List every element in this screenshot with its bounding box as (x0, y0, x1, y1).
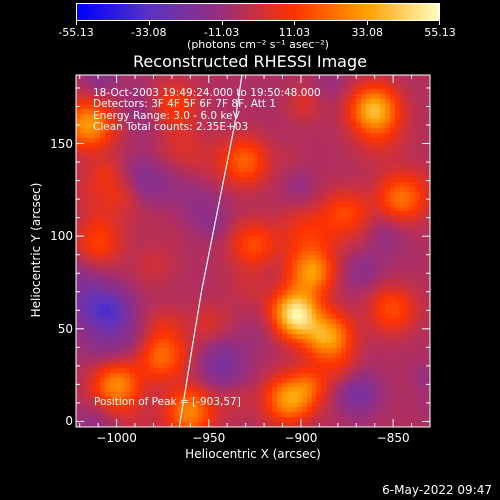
colorbar-tick (148, 20, 150, 25)
y-tick-label: 50 (57, 321, 73, 336)
colorbar-units: (photons cm⁻² s⁻¹ asec⁻²) (187, 38, 329, 51)
colorbar-tick (367, 20, 369, 25)
info-energy-range: Energy Range: 3.0 - 6.0 keV (93, 110, 240, 122)
plot-title: Reconstructed RHESSI Image (133, 52, 367, 71)
y-tick-label: 100 (50, 229, 73, 244)
y-tick-label: 150 (50, 136, 73, 151)
info-time-range: 18-Oct-2003 19:49:24.000 to 19:50:48.000 (93, 87, 321, 99)
colorbar-tick-label: 33.08 (351, 26, 383, 39)
info-total-counts: Clean Total counts: 2.35E+03 (93, 121, 249, 133)
x-tick-label: −850 (376, 431, 410, 445)
colorbar-tick (294, 20, 296, 25)
x-tick-label: −950 (192, 431, 226, 445)
colorbar-tick (76, 20, 77, 25)
colorbar (76, 3, 440, 21)
colorbar-tick-label: -55.13 (58, 26, 94, 39)
x-tick-label: −1000 (96, 431, 137, 445)
colorbar-tick-label: -11.03 (203, 26, 240, 39)
y-axis-label: Heliocentric Y (arcsec) (29, 182, 43, 318)
colorbar-tick (221, 20, 223, 25)
peak-position-label: Position of Peak = [-903,57] (94, 396, 241, 408)
colorbar-tick (439, 20, 440, 25)
solar-limb-line (178, 74, 243, 428)
colorbar-tick-label: 55.13 (424, 26, 456, 39)
heatmap-image (76, 75, 430, 427)
x-tick-label: −900 (284, 431, 318, 445)
info-detectors: Detectors: 3F 4F 5F 6F 7F 8F, Att 1 (93, 98, 277, 110)
colorbar-tick-label: 11.03 (278, 26, 311, 39)
colorbar-tick-label: -33.08 (131, 26, 167, 39)
timestamp: 6-May-2022 09:47 (382, 483, 492, 497)
y-tick-label: 0 (65, 414, 73, 429)
x-axis-label: Heliocentric X (arcsec) (185, 447, 321, 461)
plot-frame (75, 74, 431, 428)
